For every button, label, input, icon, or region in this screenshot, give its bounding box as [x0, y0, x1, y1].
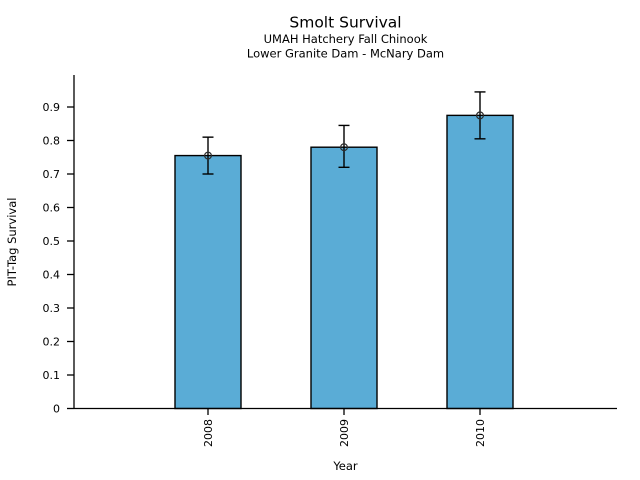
- y-axis-title: PIT-Tag Survival: [5, 198, 19, 287]
- y-tick-label: 0.3: [43, 302, 61, 315]
- bar-2009: [310, 146, 378, 410]
- y-tick-label: 0.4: [43, 268, 61, 281]
- y-tick-label: 0.7: [43, 168, 61, 181]
- x-tick-label-2008: 2008: [202, 419, 215, 447]
- plot-area: 0 0.1 0.2 0.3 0.4 0.5 0.6 0.7 0.8 0.9 2008 2009 2010: [43, 75, 617, 447]
- y-tick-label: 0.8: [43, 134, 61, 147]
- bar-2008: [174, 154, 242, 410]
- y-tick-label: 0.5: [43, 235, 61, 248]
- chart-subtitle-line1: UMAH Hatchery Fall Chinook: [264, 32, 428, 46]
- y-tick-label: 0.6: [43, 201, 61, 214]
- mean-marker-2008: [204, 151, 213, 160]
- chart-subtitle-line2: Lower Granite Dam - McNary Dam: [247, 47, 444, 61]
- y-tick-label: 0.2: [43, 335, 61, 348]
- mean-marker-2010: [476, 111, 485, 120]
- y-tick-label: 0.1: [43, 369, 61, 382]
- y-tick-label: 0: [53, 402, 60, 415]
- mean-marker-2009: [340, 143, 349, 152]
- x-tick-label-2009: 2009: [338, 419, 351, 447]
- bar-2010: [446, 114, 514, 410]
- x-tick-label-2010: 2010: [474, 419, 487, 447]
- x-axis-title: Year: [332, 459, 358, 473]
- y-tick-label: 0.9: [43, 101, 61, 114]
- chart-title: Smolt Survival: [289, 14, 401, 32]
